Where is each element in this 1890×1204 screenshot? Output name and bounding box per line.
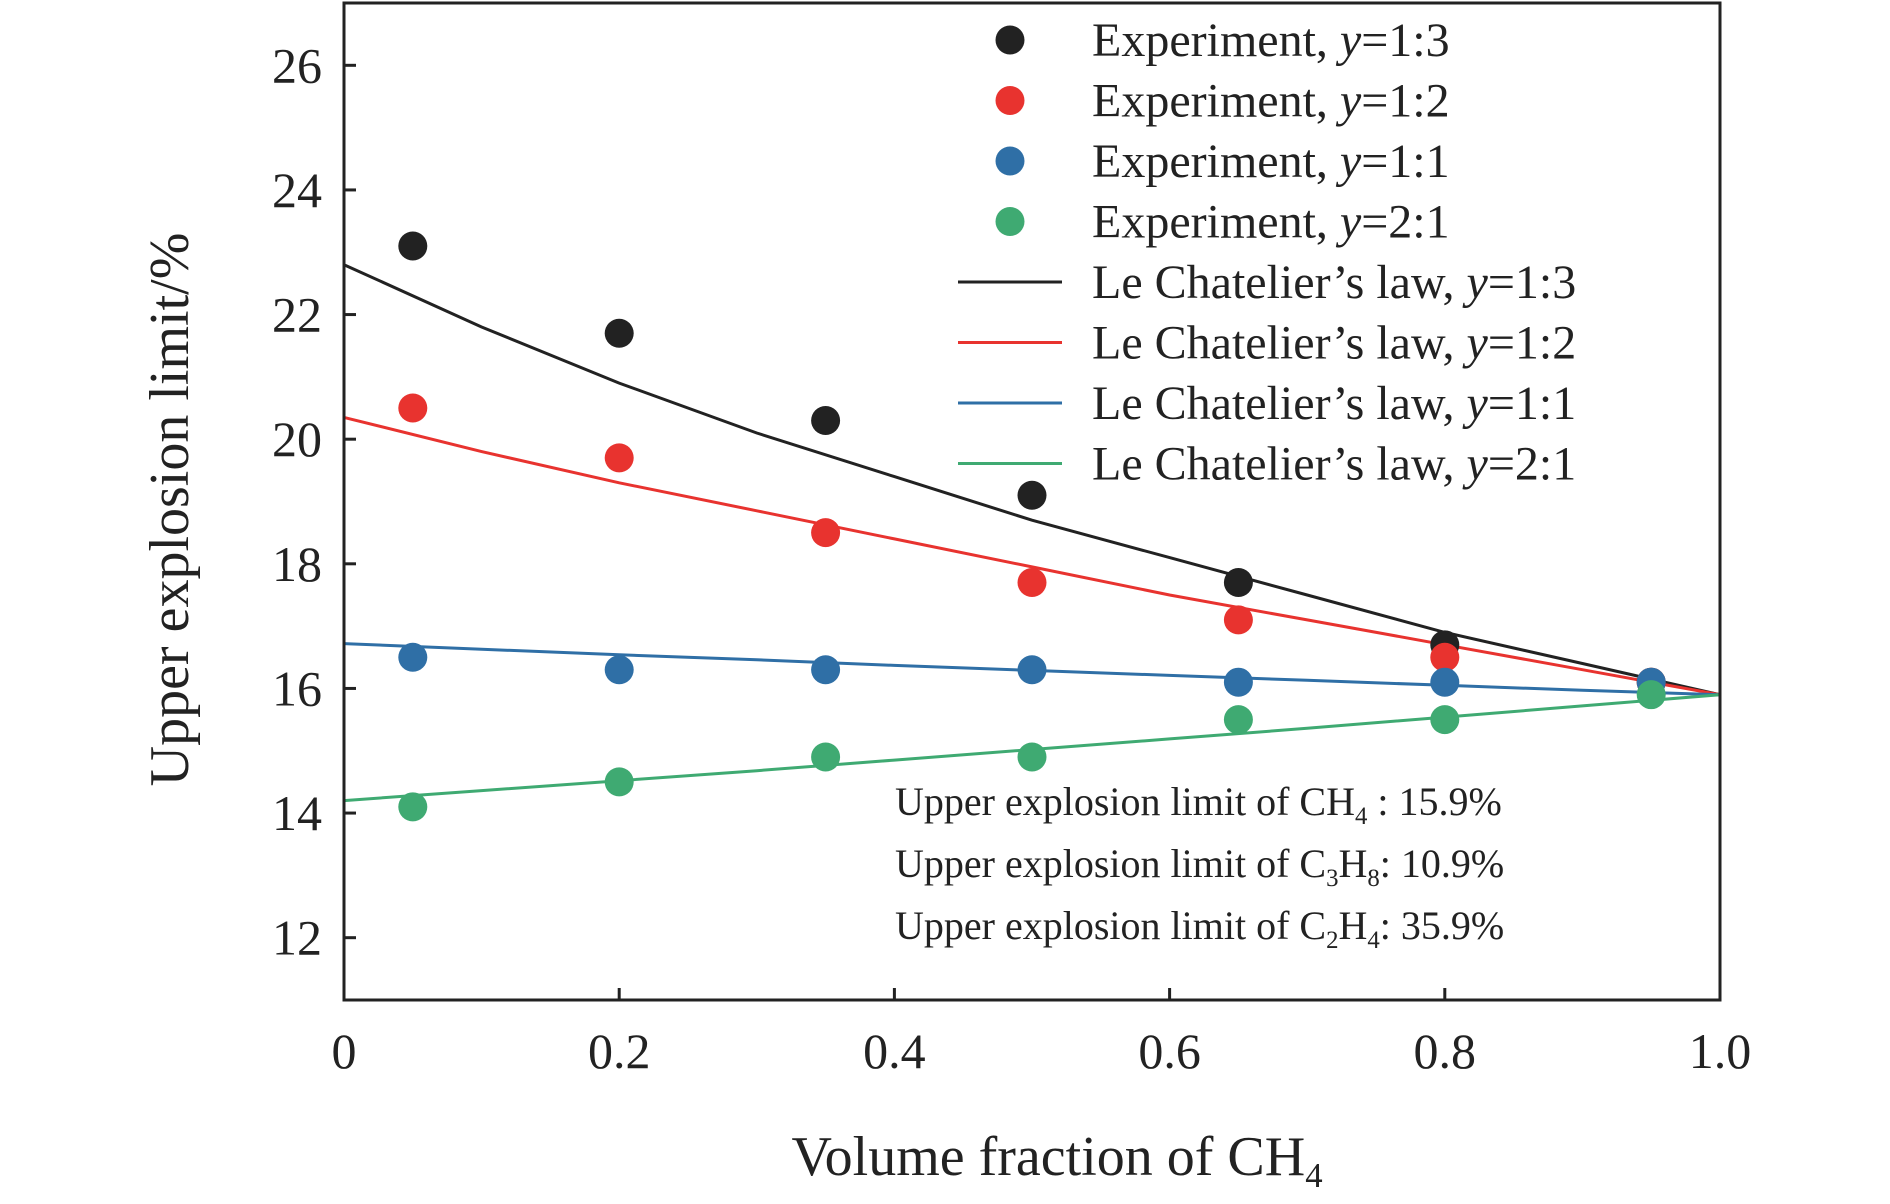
x-axis-label: Volume fraction of CH4 (791, 1126, 1322, 1195)
data-point-0-0 (398, 231, 428, 261)
data-point-0-1 (604, 318, 634, 348)
legend-label-5: Le Chatelier’s law, y=1:2 (1092, 317, 1576, 370)
data-point-1-2 (811, 518, 841, 548)
data-point-2-4 (1223, 667, 1253, 697)
legend-label-7: Le Chatelier’s law, y=2:1 (1092, 438, 1576, 491)
data-point-3-6 (1636, 680, 1666, 710)
data-point-3-0 (398, 792, 428, 822)
y-tick-label: 24 (272, 162, 322, 218)
axis-ticks: 0 0.2 0.4 0.6 0.8 1.0 12 14 16 18 20 22 24 26 (272, 37, 1751, 1079)
legend-label-2: Experiment, y=1:1 (1092, 135, 1450, 188)
legend: Experiment, y=1:3 Experiment, y=1:2 Experi… (958, 14, 1576, 491)
y-tick-label: 16 (272, 660, 322, 716)
data-point-0-4 (1223, 568, 1253, 598)
series-line-4 (343, 263, 1721, 697)
data-point-3-3 (1017, 742, 1047, 772)
legend-label-0: Experiment, y=1:3 (1092, 14, 1450, 67)
data-point-3-5 (1430, 705, 1460, 735)
series-line-5 (343, 415, 1721, 697)
data-point-0-3 (1017, 480, 1047, 510)
annotation-2: Upper explosion limit of C2H4: 35.9% (895, 903, 1504, 954)
x-tick-label: 0.6 (1138, 1023, 1201, 1079)
y-tick-label: 12 (272, 910, 322, 966)
data-point-2-1 (604, 655, 634, 685)
data-point-3-4 (1223, 705, 1253, 735)
data-point-2-2 (811, 655, 841, 685)
x-tick-label: 0 (332, 1023, 357, 1079)
data-point-1-5 (1430, 642, 1460, 672)
data-point-2-0 (398, 642, 428, 672)
legend-label-6: Le Chatelier’s law, y=1:1 (1092, 377, 1576, 430)
legend-label-1: Experiment, y=1:2 (1092, 75, 1450, 128)
legend-label-3: Experiment, y=2:1 (1092, 196, 1450, 249)
legend-marker-1 (995, 86, 1025, 115)
y-tick-label: 18 (272, 536, 322, 592)
plot-marks (343, 231, 1721, 822)
data-point-3-1 (604, 767, 634, 797)
data-point-1-3 (1017, 568, 1047, 598)
legend-label-4: Le Chatelier’s law, y=1:3 (1092, 256, 1576, 309)
data-point-1-0 (398, 393, 428, 423)
annotation-1: Upper explosion limit of C3H8: 10.9% (895, 841, 1504, 892)
x-tick-label: 0.8 (1414, 1023, 1477, 1079)
x-tick-label: 1.0 (1689, 1023, 1752, 1079)
data-point-3-2 (811, 742, 841, 772)
plot-frame (342, 1, 1722, 1002)
data-point-1-4 (1223, 605, 1253, 635)
data-point-0-2 (811, 405, 841, 435)
legend-marker-2 (995, 146, 1025, 176)
y-tick-label: 22 (272, 287, 322, 343)
annotations: Upper explosion limit of CH4 : 15.9% Uppe… (895, 779, 1504, 954)
legend-marker-3 (995, 207, 1025, 236)
x-tick-label: 0.2 (588, 1023, 651, 1079)
y-tick-label: 26 (272, 37, 322, 93)
annotation-0: Upper explosion limit of CH4 : 15.9% (895, 779, 1502, 830)
y-axis-label: Upper explosion limit/% (139, 233, 201, 787)
legend-marker-0 (995, 25, 1025, 55)
y-tick-label: 20 (272, 411, 322, 467)
data-point-2-3 (1017, 655, 1047, 685)
y-tick-label: 14 (272, 785, 322, 841)
x-tick-label: 0.4 (863, 1023, 926, 1079)
data-point-2-5 (1430, 667, 1460, 697)
data-point-1-1 (604, 443, 634, 473)
